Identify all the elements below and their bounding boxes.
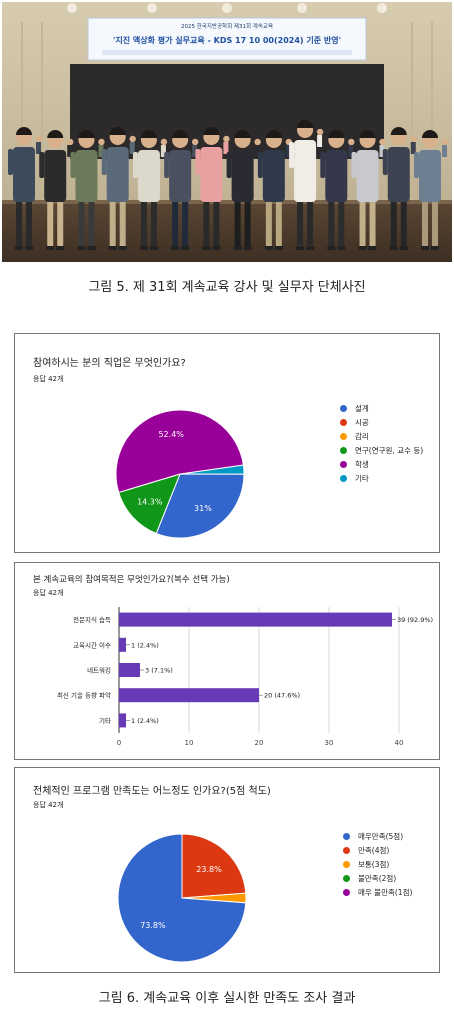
legend-item: 연구(연구원, 교수 등) <box>340 443 423 457</box>
category-label: 네트워킹 <box>87 666 111 675</box>
legend-color-dot <box>343 874 350 882</box>
job-pie-chart: 31% 14.3% 52.4% <box>115 409 245 539</box>
group-photo: 2025 한국지반공학회 제31회 계속교육 '지진 액상화 평가 실무교육 -… <box>2 2 452 262</box>
legend-color-dot <box>340 432 347 440</box>
category-label: 전문지식 습득 <box>73 615 111 624</box>
group-photo-scene: 2025 한국지반공학회 제31회 계속교육 '지진 액상화 평가 실무교육 -… <box>2 2 452 262</box>
legend-color-dot <box>340 404 347 412</box>
bar <box>119 663 140 677</box>
purpose-bar-chart: 0 10 20 30 40 전문지식 습득 39 (92.9%) 교육시간 이수 1 (2.4%… <box>57 607 433 747</box>
photo-caption: 그림 5. 제 31회 계속교육 강사 및 실무자 단체사진 <box>88 280 366 295</box>
legend-label: 매우 불만족(1점) <box>358 887 413 897</box>
pie-slice-label: 52.4% <box>158 430 184 439</box>
bar <box>119 713 126 728</box>
person-figure <box>8 127 43 250</box>
x-tick-label: 20 <box>255 739 264 747</box>
legend-color-dot <box>340 474 347 482</box>
pie-slice <box>181 833 247 899</box>
bar <box>119 612 392 627</box>
satisfaction-survey-card: 전체적인 프로그램 만족도는 어느정도 인가요?(5점 척도) 응답 42개 2… <box>14 767 440 973</box>
pie-slice-label: 14.3% <box>137 498 163 507</box>
pie-slice-label: 23.8% <box>196 865 222 874</box>
person-figure <box>164 130 199 250</box>
legend-item: 불만족(2점) <box>343 871 412 885</box>
banner-line1: 2025 한국지반공학회 제31회 계속교육 <box>181 22 273 30</box>
category-label: 기타 <box>99 716 111 725</box>
satisfaction-pie-chart: 23.8% 73.8% <box>117 833 247 963</box>
legend-label: 설계 <box>355 403 369 413</box>
job-response-count: 응답 42개 <box>33 375 64 383</box>
legend-color-dot <box>343 888 350 896</box>
satisfaction-legend: 매우만족(5점) 만족(4점) 보통(3점) 불만족(2점) 매우 불만족(1점) <box>343 829 412 899</box>
legend-color-dot <box>340 418 347 426</box>
satisfaction-response-count: 응답 42개 <box>33 801 64 809</box>
legend-label: 학생 <box>355 459 369 469</box>
satisfaction-question-title: 전체적인 프로그램 만족도는 어느정도 인가요?(5점 척도) <box>33 786 271 797</box>
person-figure <box>132 130 168 250</box>
legend-item: 만족(4점) <box>343 843 412 857</box>
legend-color-dot <box>343 860 350 868</box>
legend-color-dot <box>340 446 347 454</box>
person-figure <box>382 127 417 250</box>
legend-item: 보통(3점) <box>343 857 412 871</box>
person-figure <box>39 130 74 250</box>
legend-label: 만족(4점) <box>358 845 390 855</box>
pie-slice <box>118 473 181 535</box>
legend-color-dot <box>343 846 350 854</box>
bar-value-label: 3 (7.1%) <box>145 667 173 675</box>
bar-value-label: 39 (92.9%) <box>397 616 433 624</box>
purpose-question-title: 본 계속교육의 참여목적은 무엇인가요?(복수 선택 가능) <box>33 575 230 585</box>
legend-item: 감리 <box>340 429 423 443</box>
x-tick-label: 10 <box>185 739 194 747</box>
pie-slice-label: 73.8% <box>140 921 166 930</box>
bar <box>119 637 126 652</box>
category-label: 교육시간 이수 <box>73 640 111 649</box>
legend-label: 기타 <box>355 473 369 483</box>
legend-item: 매우 불만족(1점) <box>343 885 412 899</box>
person-figure <box>226 130 261 250</box>
pie-slice <box>115 409 244 494</box>
legend-label: 감리 <box>355 431 369 441</box>
legend-label: 시공 <box>355 417 369 427</box>
pie-slice <box>155 473 245 539</box>
bar-value-label: 20 (47.6%) <box>264 692 300 700</box>
people-group <box>8 120 449 250</box>
pie-slice <box>117 833 247 963</box>
legend-color-dot <box>343 832 350 840</box>
legend-item: 학생 <box>340 457 423 471</box>
legend-color-dot <box>340 460 347 468</box>
person-figure <box>101 127 136 250</box>
person-figure <box>351 130 386 250</box>
legend-label: 보통(3점) <box>358 859 390 869</box>
legend-label: 불만족(2점) <box>358 873 397 883</box>
person-figure <box>289 120 324 250</box>
job-question-title: 참여하시는 분의 직업은 무엇인가요? <box>33 358 186 369</box>
person-figure <box>414 130 449 250</box>
job-survey-card: 참여하시는 분의 직업은 무엇인가요? 응답 42개 31% 14.3% 52.4%… <box>14 333 440 553</box>
bar-value-label: 1 (2.4%) <box>131 717 159 725</box>
person-figure <box>195 127 230 250</box>
legend-item: 매우만족(5점) <box>343 829 412 843</box>
person-figure <box>320 130 355 250</box>
banner-line2: '지진 액상화 평가 실무교육 - KDS 17 10 00(2024) 기준 … <box>113 35 341 45</box>
pie-slice-label: 31% <box>194 504 212 513</box>
legend-label: 매우만족(5점) <box>358 831 404 841</box>
chart-caption: 그림 6. 계속교육 이후 실시한 만족도 조사 결과 <box>98 991 356 1006</box>
legend-item: 시공 <box>340 415 423 429</box>
x-tick-label: 40 <box>395 739 404 747</box>
category-label: 최신 기술 동향 파악 <box>57 691 111 700</box>
x-tick-label: 30 <box>325 739 334 747</box>
purpose-survey-card: 본 계속교육의 참여목적은 무엇인가요?(복수 선택 가능) 응답 42개 0 1… <box>14 562 440 760</box>
legend-label: 연구(연구원, 교수 등) <box>355 445 424 455</box>
x-tick-label: 0 <box>117 739 121 747</box>
bar <box>119 688 259 703</box>
bar-value-label: 1 (2.4%) <box>131 641 159 649</box>
legend-item: 기타 <box>340 471 423 485</box>
purpose-response-count: 응답 42개 <box>33 589 64 597</box>
legend-item: 설계 <box>340 401 423 415</box>
person-figure <box>70 130 105 250</box>
